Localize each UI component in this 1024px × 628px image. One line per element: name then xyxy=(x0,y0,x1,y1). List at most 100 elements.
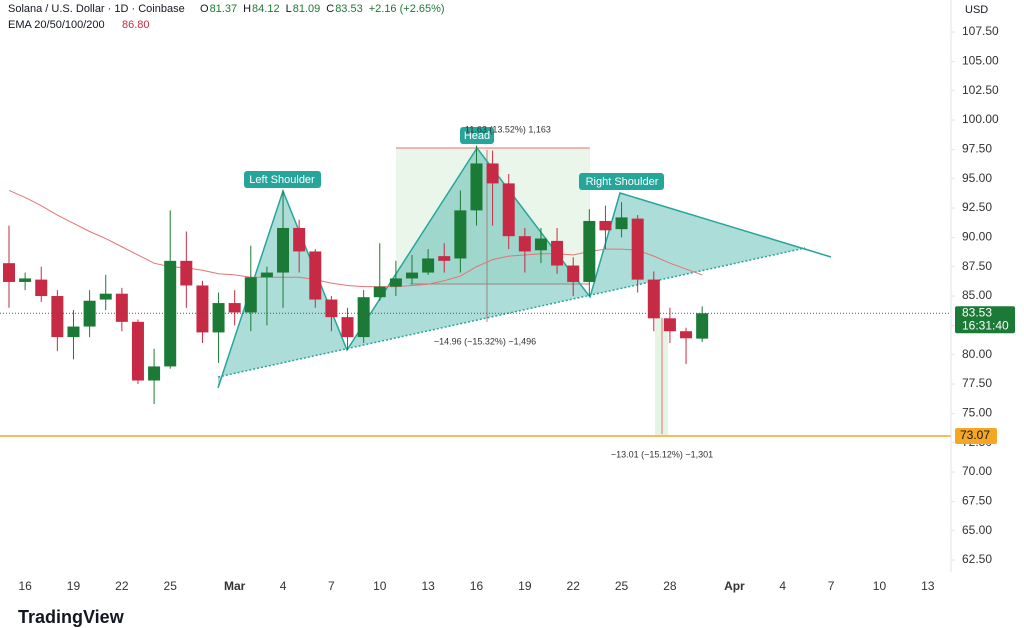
y-tick-label: 62.50 xyxy=(962,552,992,566)
y-tick-label: 75.00 xyxy=(962,406,992,420)
candle-body xyxy=(534,238,547,251)
ohlc-value: 83.53 xyxy=(335,3,363,15)
indicator-value: 86.80 xyxy=(122,19,150,31)
ohlc-label: C xyxy=(326,3,334,15)
support-tag-value: 73.07 xyxy=(960,428,990,442)
candle-body xyxy=(180,260,193,286)
candle-body xyxy=(19,278,32,282)
x-tick-label: 7 xyxy=(328,579,335,593)
x-tick-label: 4 xyxy=(779,579,786,593)
candle-body xyxy=(357,297,370,338)
annotation: Right Shoulder xyxy=(586,176,659,188)
candle-body xyxy=(131,321,144,381)
candle-body xyxy=(663,318,676,332)
ohlc-label: L xyxy=(286,3,292,15)
annotations: Left Shoulder Head Right Shoulder 11.63 … xyxy=(244,124,713,459)
candle-body xyxy=(502,183,515,237)
annotation: Left Shoulder xyxy=(249,174,315,186)
x-tick-label: Apr xyxy=(724,579,745,593)
candle-body xyxy=(99,293,112,300)
x-tick-label: 19 xyxy=(518,579,532,593)
candle-body xyxy=(164,260,177,367)
change: +2.16 (+2.65%) xyxy=(369,3,445,15)
plot xyxy=(0,145,951,437)
y-tick-label: 92.50 xyxy=(962,200,992,214)
support-tag xyxy=(955,428,997,445)
candle-body xyxy=(389,278,402,287)
candle-body xyxy=(551,240,564,266)
annotation: −13.01 (−15.12%) −1,301 xyxy=(611,449,713,459)
x-tick-label: 10 xyxy=(873,579,887,593)
candle-body xyxy=(631,218,644,280)
indicator-name: EMA 20/50/100/200 xyxy=(8,19,105,31)
candle-body xyxy=(518,236,531,252)
ohlc-label: O xyxy=(200,3,209,15)
candle-body xyxy=(325,299,338,318)
x-tick-label: Mar xyxy=(224,579,246,593)
candle-body xyxy=(567,265,580,282)
candle-body xyxy=(196,285,209,333)
candle-body xyxy=(293,227,306,252)
candle-body xyxy=(373,286,386,298)
x-tick-label: 7 xyxy=(828,579,835,593)
y-tick-label: 80.00 xyxy=(962,347,992,361)
candle-body xyxy=(309,251,322,300)
ohlc-value: 81.37 xyxy=(210,3,238,15)
ohlc-label: H xyxy=(243,3,251,15)
x-tick-label: 25 xyxy=(164,579,178,593)
x-tick-label: 25 xyxy=(615,579,629,593)
y-tick-label: 95.00 xyxy=(962,171,992,185)
y-tick-label: 67.50 xyxy=(962,494,992,508)
y-tick-label: 90.00 xyxy=(962,230,992,244)
candle-body xyxy=(454,210,467,259)
candle-body xyxy=(67,326,80,338)
annotation: Head xyxy=(464,130,490,142)
price-tag xyxy=(955,306,1015,334)
candle-body xyxy=(470,163,483,211)
currency: USD xyxy=(965,4,988,16)
x-tick-label: 16 xyxy=(470,579,484,593)
candle-body xyxy=(244,277,257,313)
x-tick-label: 28 xyxy=(663,579,677,593)
neckline xyxy=(217,247,806,378)
x-tick-label: 19 xyxy=(67,579,81,593)
candle-body xyxy=(341,317,354,338)
candle-body xyxy=(35,279,48,297)
candle-body xyxy=(260,272,273,278)
y-tick-label: 77.50 xyxy=(962,376,992,390)
y-tick-label: 105.00 xyxy=(962,54,999,68)
candle-body xyxy=(3,263,15,282)
annotation: −14.96 (−15.32%) −1,496 xyxy=(434,336,536,346)
candle-body xyxy=(696,313,709,339)
label-box xyxy=(244,171,321,188)
candle-body xyxy=(583,220,596,282)
candle-body xyxy=(51,296,64,338)
candle-body xyxy=(228,303,241,313)
y-tick-label: 85.00 xyxy=(962,288,992,302)
candle-body xyxy=(148,366,161,381)
annotation: 11.63 (13.52%) 1,163 xyxy=(465,124,551,134)
y-tick-label: 100.00 xyxy=(962,112,999,126)
label-box xyxy=(579,173,664,190)
ohlc-value: 81.09 xyxy=(293,3,321,15)
x-tick-label: 13 xyxy=(421,579,435,593)
candle-body xyxy=(680,331,693,339)
y-tick-label: 70.00 xyxy=(962,464,992,478)
x-tick-label: 16 xyxy=(18,579,32,593)
candle-body xyxy=(438,256,451,261)
candle-body xyxy=(277,227,290,273)
x-tick-label: 22 xyxy=(567,579,581,593)
y-tick-label: 65.00 xyxy=(962,523,992,537)
y-tick-label: 87.50 xyxy=(962,259,992,273)
x-tick-label: 4 xyxy=(280,579,287,593)
branding: TradingView xyxy=(18,607,125,627)
candle-body xyxy=(212,303,225,333)
candle-body xyxy=(422,258,435,273)
candle-body xyxy=(406,272,418,279)
y-tick-label: 107.50 xyxy=(962,24,999,38)
price-tag-value: 83.53 xyxy=(962,305,992,319)
x-tick-label: 13 xyxy=(921,579,935,593)
ohlc-value: 84.12 xyxy=(252,3,280,15)
title: Solana / U.S. Dollar · 1D · Coinbase xyxy=(8,3,185,15)
